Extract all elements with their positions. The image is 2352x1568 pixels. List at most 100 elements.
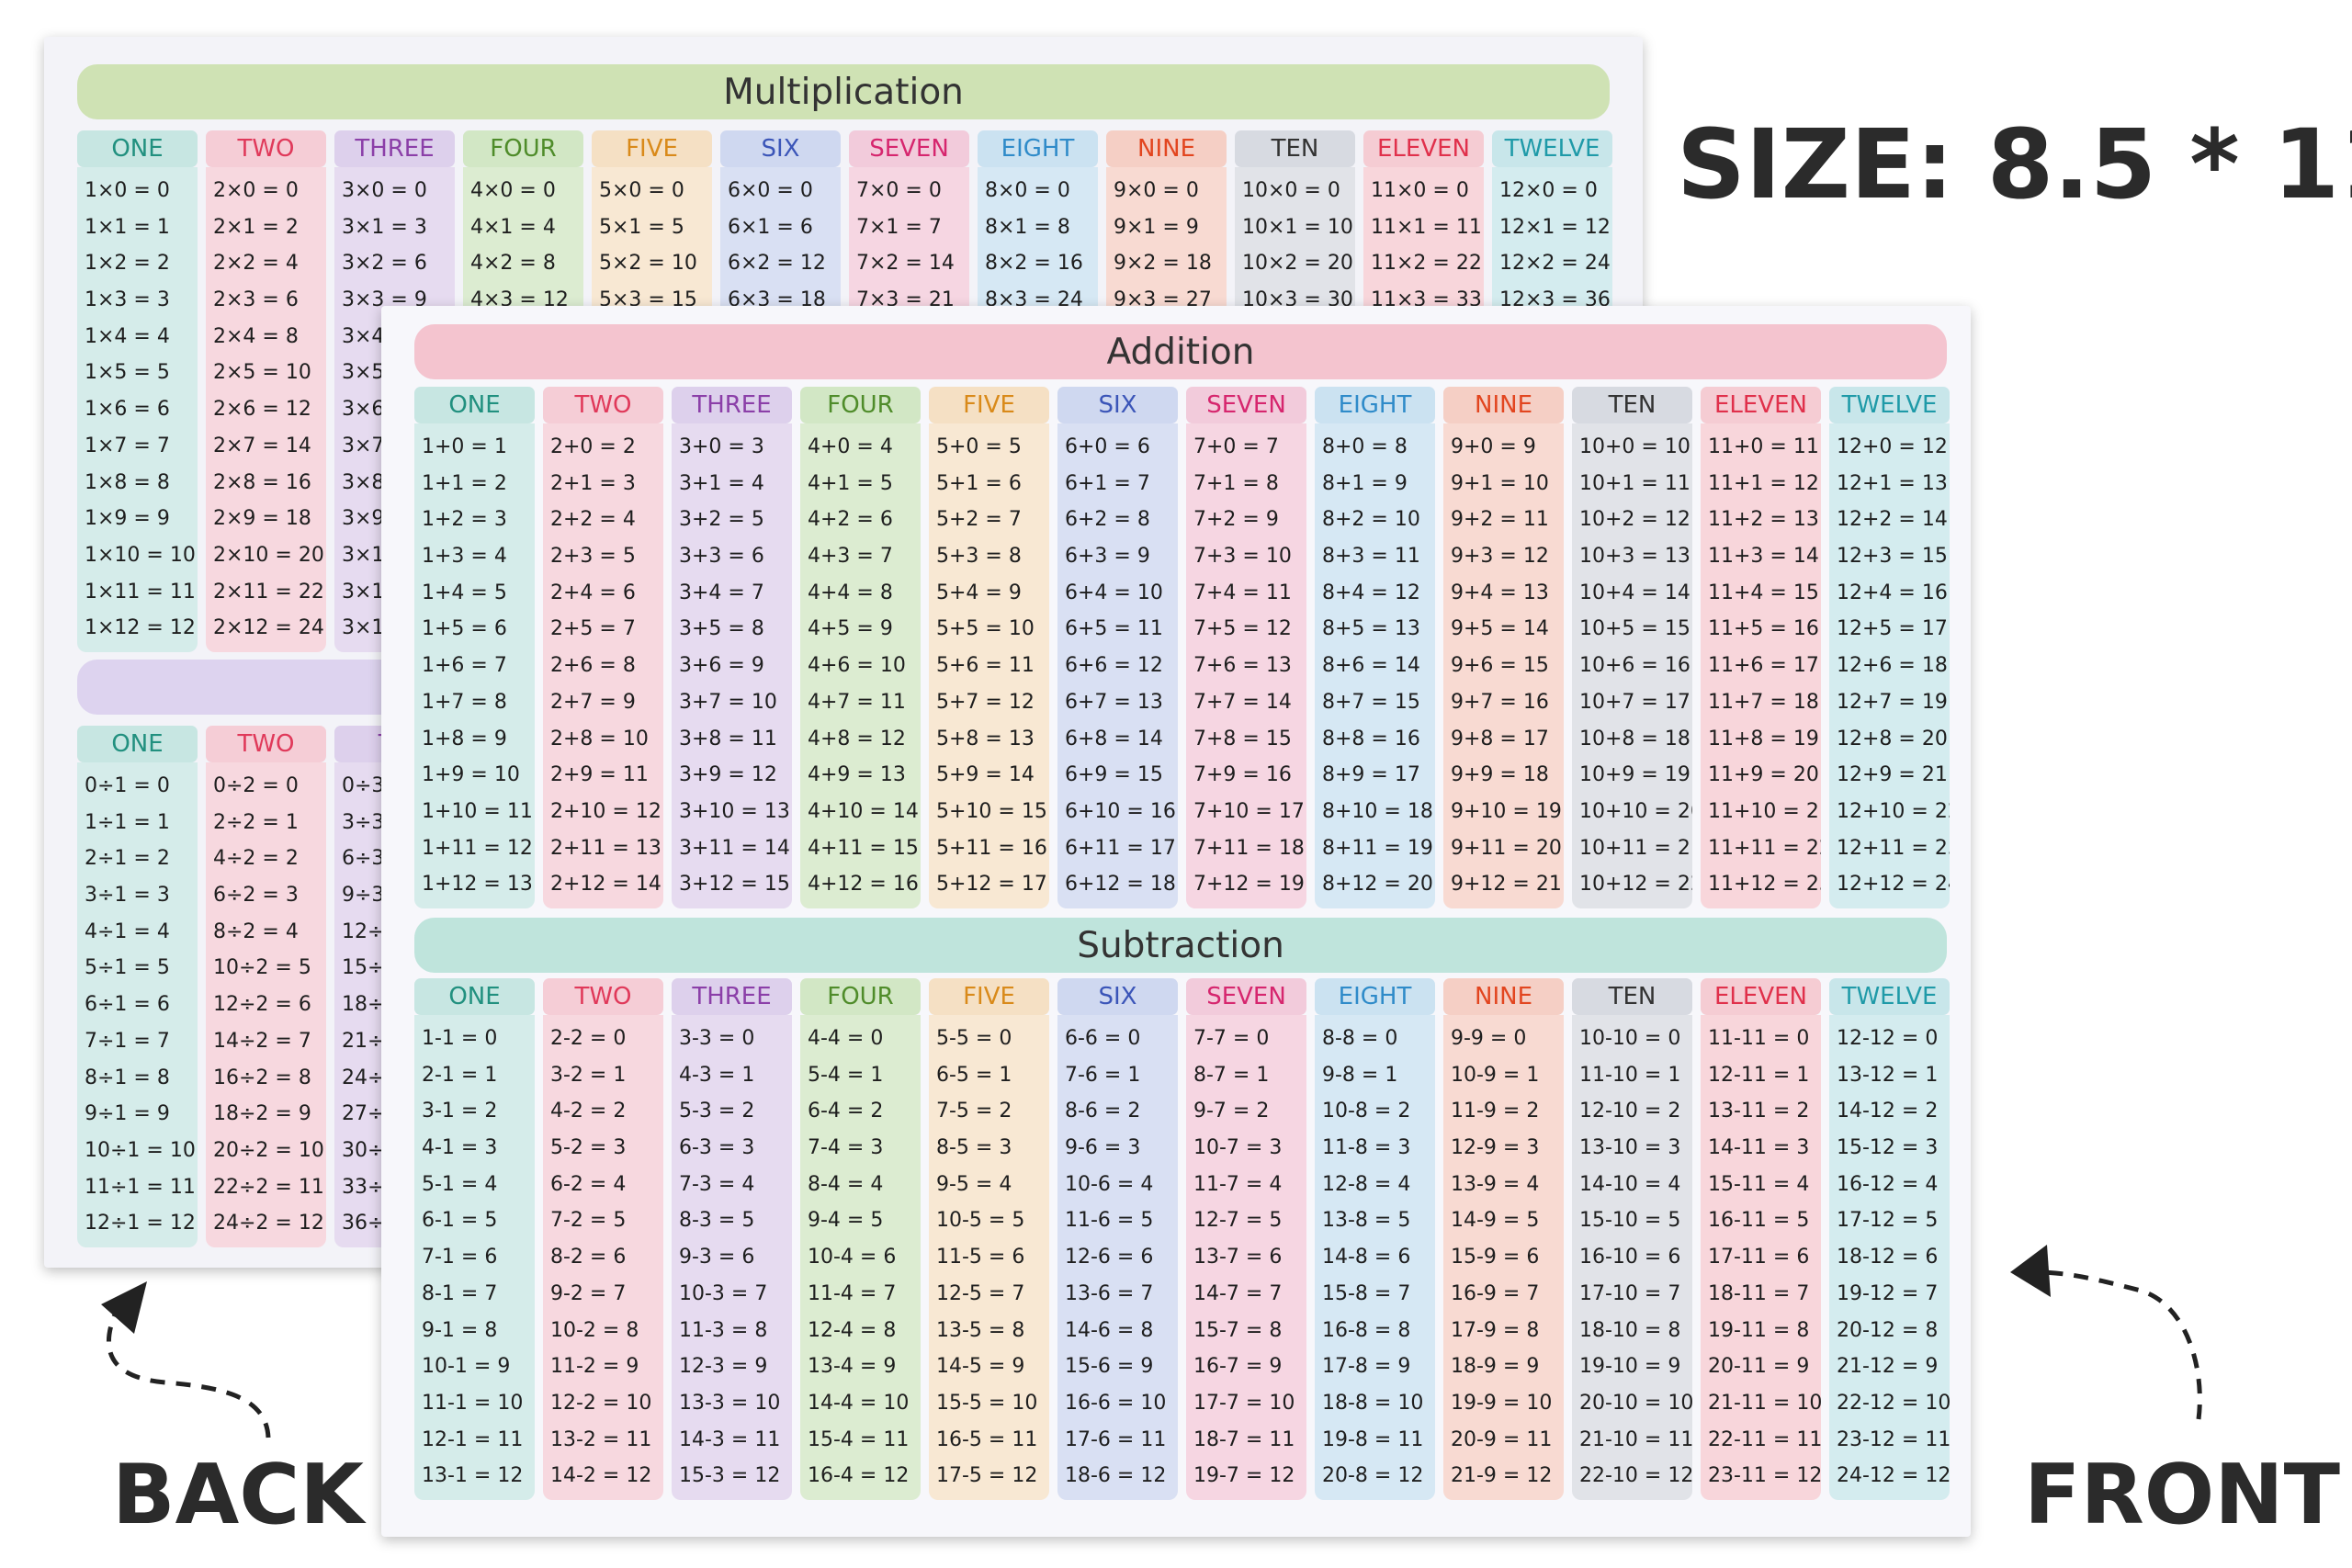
subtraction-cell: 10-6 = 4 <box>1065 1172 1154 1196</box>
multiplication-cell: 6×2 = 12 <box>728 252 826 276</box>
subtraction-cell: 12-6 = 6 <box>1065 1246 1154 1269</box>
addition-cell: 5+11 = 16 <box>936 836 1047 860</box>
addition-cell: 4+5 = 9 <box>808 617 893 641</box>
addition-cell: 10+8 = 18 <box>1579 727 1690 750</box>
division-cell: 18÷ <box>342 993 385 1017</box>
subtraction-cell: 7-7 = 0 <box>1193 1027 1270 1050</box>
subtraction-column: SIX 6-6 = 0 7-6 = 1 8-6 = 2 9-6 = 3 10-6 = 4 1… <box>1057 978 1178 1501</box>
multiplication-cell: 11×2 = 22 <box>1371 252 1482 276</box>
addition-cell: 9+6 = 15 <box>1451 654 1549 678</box>
subtraction-cell: 23-12 = 11 <box>1837 1427 1950 1451</box>
division-cell: 20÷2 = 10 <box>213 1138 324 1162</box>
addition-cell: 2+4 = 6 <box>550 581 636 604</box>
addition-cell: 5+8 = 13 <box>936 727 1035 750</box>
subtraction-column: TWO 2-2 = 0 3-2 = 1 4-2 = 2 5-2 = 3 6-2 = 4 7-… <box>543 978 663 1501</box>
addition-cell: 12+4 = 16 <box>1837 581 1948 604</box>
division-cell: 6÷3 <box>342 847 385 871</box>
subtraction-cell: 1-1 = 0 <box>422 1027 498 1050</box>
addition-cell: 10+10 = 20 <box>1579 799 1692 823</box>
subtraction-cell: 13-2 = 11 <box>550 1427 652 1451</box>
column-header: ELEVEN <box>1701 978 1821 1015</box>
column-header: SEVEN <box>1186 978 1306 1015</box>
addition-cell: 9+12 = 21 <box>1451 873 1562 897</box>
addition-cell: 12+5 = 17 <box>1837 617 1948 641</box>
addition-cell: 12+7 = 19 <box>1837 690 1948 714</box>
subtraction-cell: 8-8 = 0 <box>1322 1027 1398 1050</box>
addition-cell: 12+10 = 22 <box>1837 799 1950 823</box>
column-header: FIVE <box>929 978 1049 1015</box>
subtraction-cell: 11-1 = 10 <box>422 1391 524 1415</box>
front-label: FRONT <box>2024 1447 2341 1543</box>
addition-cell: 9+10 = 19 <box>1451 799 1562 823</box>
division-cell: 6÷1 = 6 <box>85 993 170 1017</box>
subtraction-cell: 3-3 = 0 <box>679 1027 755 1050</box>
multiplication-cell: 7×2 = 14 <box>856 252 955 276</box>
addition-cell: 7+6 = 13 <box>1193 654 1292 678</box>
addition-cell: 7+5 = 12 <box>1193 617 1292 641</box>
addition-cell: 11+10 = 21 <box>1708 799 1821 823</box>
multiplication-cell: 1×4 = 4 <box>85 324 170 348</box>
subtraction-cell: 14-10 = 4 <box>1579 1172 1681 1196</box>
addition-cell: 8+1 = 9 <box>1322 471 1408 495</box>
subtraction-cell: 19-10 = 9 <box>1579 1355 1681 1379</box>
addition-cell: 5+9 = 14 <box>936 763 1035 787</box>
addition-cell: 3+8 = 11 <box>679 727 777 750</box>
multiplication-cell: 11×0 = 0 <box>1371 179 1469 202</box>
addition-cell: 6+2 = 8 <box>1065 508 1150 532</box>
division-cell: 14÷2 = 7 <box>213 1029 311 1053</box>
subtraction-cell: 11-7 = 4 <box>1193 1172 1283 1196</box>
addition-cell: 4+7 = 11 <box>808 690 906 714</box>
subtraction-cell: 5-3 = 2 <box>679 1100 755 1123</box>
subtraction-cell: 21-11 = 10 <box>1708 1391 1821 1415</box>
addition-cell: 3+7 = 10 <box>679 690 777 714</box>
column-header: NINE <box>1106 130 1227 167</box>
subtraction-cell: 11-6 = 5 <box>1065 1209 1154 1233</box>
addition-cell: 5+0 = 5 <box>936 435 1022 458</box>
addition-cell: 1+9 = 10 <box>422 763 520 787</box>
division-cell: 7÷1 = 7 <box>85 1029 170 1053</box>
multiplication-cell: 6×0 = 0 <box>728 179 813 202</box>
division-cell: 12÷1 = 12 <box>85 1212 196 1235</box>
subtraction-cell: 4-2 = 2 <box>550 1100 627 1123</box>
addition-cell: 6+8 = 14 <box>1065 727 1163 750</box>
subtraction-cell: 17-10 = 7 <box>1579 1281 1681 1305</box>
division-cell: 9÷3 <box>342 884 385 908</box>
subtraction-cell: 19-11 = 8 <box>1708 1318 1810 1342</box>
subtraction-cell: 7-5 = 2 <box>936 1100 1012 1123</box>
column-header: TWELVE <box>1829 978 1950 1015</box>
multiplication-cell: 5×2 = 10 <box>599 252 697 276</box>
subtraction-cell: 16-7 = 9 <box>1193 1355 1283 1379</box>
multiplication-cell: 2×10 = 20 <box>213 543 324 567</box>
multiplication-cell: 2×2 = 4 <box>213 252 299 276</box>
subtraction-cell: 9-3 = 6 <box>679 1246 755 1269</box>
addition-cell: 7+2 = 9 <box>1193 508 1279 532</box>
addition-column: TEN 10+0 = 10 10+1 = 11 10+2 = 12 10+3 = 13 1… <box>1572 387 1692 909</box>
subtraction-cell: 19-8 = 11 <box>1322 1427 1424 1451</box>
multiplication-cell: 2×8 = 16 <box>213 470 311 494</box>
addition-cell: 10+1 = 11 <box>1579 471 1690 495</box>
subtraction-column: FOUR 4-4 = 0 5-4 = 1 6-4 = 2 7-4 = 3 8-4 = 4 9… <box>800 978 921 1501</box>
addition-cell: 1+6 = 7 <box>422 654 507 678</box>
column-header: TEN <box>1235 130 1355 167</box>
column-header: SIX <box>1057 387 1178 423</box>
multiplication-cell: 10×1 = 10 <box>1242 215 1353 239</box>
addition-cell: 3+0 = 3 <box>679 435 764 458</box>
column-header: ONE <box>77 726 198 762</box>
column-header: TEN <box>1572 978 1692 1015</box>
multiplication-cell: 3×2 = 6 <box>342 252 427 276</box>
subtraction-cell: 6-5 = 1 <box>936 1063 1012 1087</box>
addition-column: FOUR 4+0 = 4 4+1 = 5 4+2 = 6 4+3 = 7 4+4 = 8 4… <box>800 387 921 909</box>
addition-column: SIX 6+0 = 6 6+1 = 7 6+2 = 8 6+3 = 9 6+4 = 10 6… <box>1057 387 1178 909</box>
addition-cell: 2+7 = 9 <box>550 690 636 714</box>
addition-column: TWELVE 12+0 = 12 12+1 = 13 12+2 = 14 12+3 = … <box>1829 387 1950 909</box>
addition-cell: 6+6 = 12 <box>1065 654 1163 678</box>
division-cell: 4÷1 = 4 <box>85 919 170 943</box>
addition-cell: 2+8 = 10 <box>550 727 649 750</box>
subtraction-cell: 15-3 = 12 <box>679 1464 781 1488</box>
addition-cell: 4+9 = 13 <box>808 763 906 787</box>
subtraction-cell: 5-4 = 1 <box>808 1063 884 1087</box>
subtraction-cell: 8-5 = 3 <box>936 1136 1012 1160</box>
subtraction-column: ONE 1-1 = 0 2-1 = 1 3-1 = 2 4-1 = 3 5-1 = 4 6-… <box>414 978 535 1501</box>
addition-cell: 10+4 = 14 <box>1579 581 1690 604</box>
